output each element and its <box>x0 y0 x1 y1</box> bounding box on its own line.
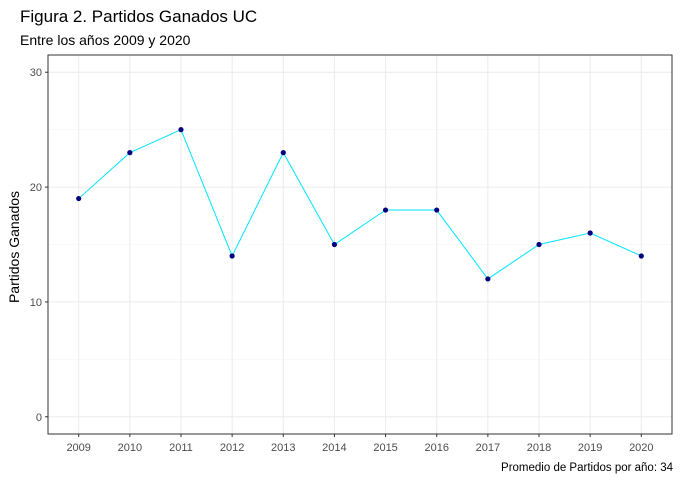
data-point <box>434 207 439 212</box>
series-layer <box>76 127 644 282</box>
y-axis-title: Partidos Ganados <box>6 191 22 303</box>
x-tick-label: 2010 <box>118 442 142 454</box>
x-tick-label: 2017 <box>476 442 500 454</box>
y-tick-label: 0 <box>36 412 42 424</box>
axes: 0 10 20 30 2009 2010 2011 2012 2013 2014 2015 2016 2… <box>30 55 672 454</box>
grid-lines <box>48 55 672 434</box>
data-point <box>76 196 81 201</box>
x-tick-label: 2016 <box>424 442 448 454</box>
x-tick-label: 2009 <box>66 442 90 454</box>
data-point <box>639 253 644 258</box>
data-point <box>536 242 541 247</box>
data-point <box>588 230 593 235</box>
series-line <box>79 130 642 279</box>
y-tick-label: 20 <box>30 182 42 194</box>
x-tick-label: 2013 <box>271 442 295 454</box>
x-tick-label: 2019 <box>578 442 602 454</box>
x-tick-label: 2018 <box>527 442 551 454</box>
x-tick-label: 2012 <box>220 442 244 454</box>
data-point <box>383 207 388 212</box>
x-tick-label: 2011 <box>169 442 193 454</box>
x-tick-label: 2015 <box>373 442 397 454</box>
data-point <box>127 150 132 155</box>
data-point <box>485 276 490 281</box>
data-point <box>178 127 183 132</box>
x-tick-label: 2014 <box>322 442 346 454</box>
data-point <box>332 242 337 247</box>
chart-caption: Promedio de Partidos por año: 34 <box>501 461 673 475</box>
y-tick-label: 10 <box>30 297 42 309</box>
y-tick-label: 30 <box>30 67 42 79</box>
data-point <box>230 253 235 258</box>
x-tick-label: 2020 <box>629 442 653 454</box>
data-point <box>281 150 286 155</box>
